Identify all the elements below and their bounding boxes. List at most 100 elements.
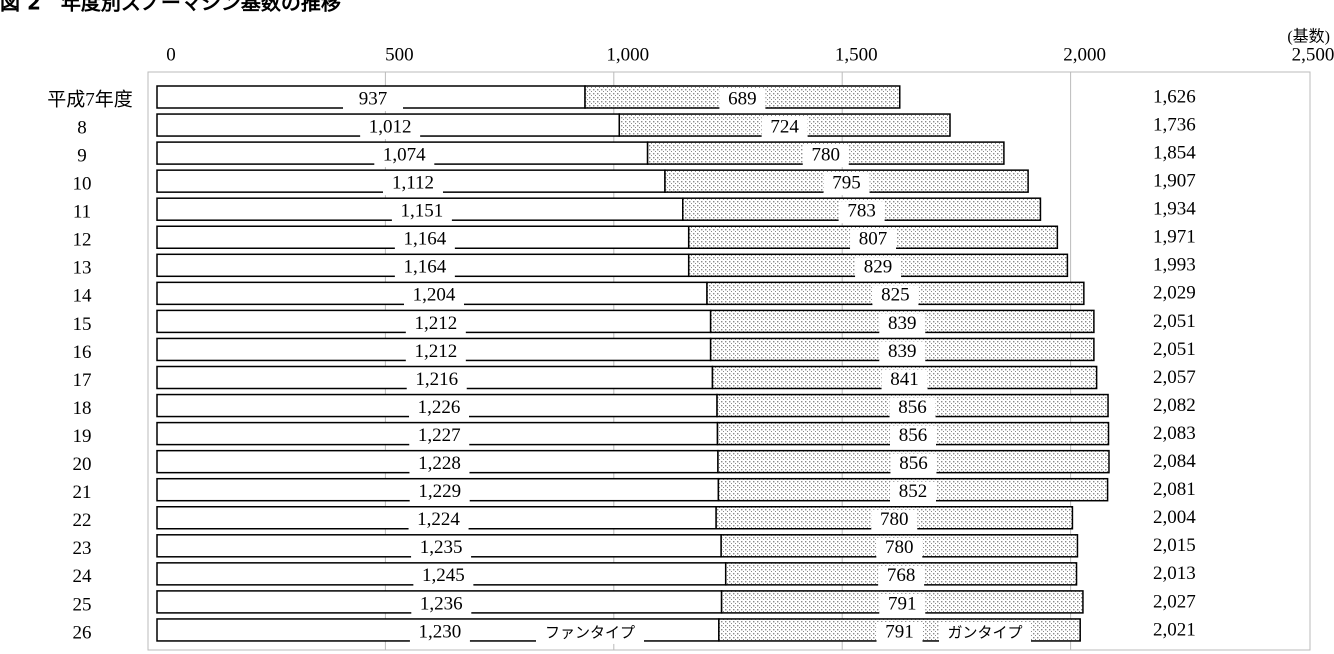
value-label: 829 [864, 257, 893, 278]
value-label: 1,236 [420, 593, 463, 614]
value-label: 1,229 [418, 481, 461, 502]
value-label-bg [881, 369, 928, 392]
total-label: 2,082 [1153, 395, 1196, 416]
value-label-bg [890, 453, 937, 476]
value-label-bg [409, 621, 470, 644]
value-label: 780 [885, 537, 914, 558]
value-label: 791 [888, 593, 917, 614]
y-tick-label: 17 [73, 370, 92, 391]
y-tick-label: 9 [77, 145, 87, 166]
value-label-bg [890, 481, 937, 504]
value-label-bg [394, 229, 455, 252]
value-label: 1,230 [419, 621, 462, 642]
x-tick-label: 2,500 [1292, 44, 1334, 65]
value-label: 839 [888, 313, 917, 334]
y-tick-label: 16 [73, 342, 92, 363]
value-label-bg [871, 509, 918, 532]
value-label: 791 [885, 621, 914, 642]
value-label-bg [889, 397, 936, 420]
y-tick-label: 13 [73, 258, 92, 279]
y-tick-label: 20 [73, 454, 92, 475]
total-label: 1,934 [1153, 199, 1196, 220]
value-label-bg [761, 117, 808, 140]
legend-label: ファンタイプ [545, 623, 635, 641]
value-label-bg [374, 145, 435, 168]
value-label: 856 [899, 453, 928, 474]
value-label-bg [408, 509, 469, 532]
total-label: 2,029 [1153, 283, 1196, 304]
value-label: 1,012 [369, 116, 412, 137]
y-tick-label: 11 [73, 202, 91, 223]
value-label-bg [411, 593, 472, 616]
value-label: 780 [880, 509, 909, 530]
y-tick-label: 24 [73, 566, 93, 587]
value-label-bg [391, 201, 452, 224]
value-label-bg [394, 257, 455, 280]
y-tick-label: 14 [73, 286, 93, 307]
x-tick-label: 1,500 [835, 44, 878, 65]
value-label-bg [872, 285, 919, 308]
value-label-bg [409, 425, 470, 448]
y-tick-label: 23 [73, 538, 92, 559]
value-label-bg [876, 621, 923, 644]
value-label: 1,226 [418, 397, 461, 418]
value-label-bg [838, 201, 885, 224]
value-label-bg [855, 257, 902, 280]
value-label: 1,151 [401, 201, 444, 222]
value-label-bg [406, 369, 467, 392]
value-label: 1,216 [415, 369, 458, 390]
y-tick-label: 平成7年度 [47, 88, 133, 110]
total-label: 1,626 [1153, 86, 1196, 107]
value-label: 1,164 [403, 229, 446, 250]
value-label: 1,212 [414, 341, 457, 362]
value-label: 1,224 [417, 509, 460, 530]
total-label: 1,907 [1153, 171, 1196, 192]
x-tick-label: 1,000 [606, 44, 649, 65]
value-label-bg [360, 117, 421, 140]
value-label-bg [876, 537, 923, 560]
total-label: 1,736 [1153, 114, 1196, 135]
value-label-bg [403, 285, 464, 308]
total-label: 2,081 [1153, 479, 1196, 500]
value-label: 839 [888, 341, 917, 362]
y-tick-label: 15 [73, 314, 92, 335]
total-label: 2,057 [1153, 367, 1196, 388]
value-label: 937 [359, 88, 388, 109]
value-label: 1,227 [418, 425, 461, 446]
value-label: 724 [770, 116, 799, 137]
value-label-bg [719, 89, 766, 111]
value-label: 1,228 [418, 453, 461, 474]
value-label: 1,235 [420, 537, 463, 558]
value-label-bg [823, 173, 870, 196]
y-tick-label: 10 [73, 174, 92, 195]
value-label: 783 [847, 201, 876, 222]
x-tick-label: 500 [385, 44, 414, 65]
plot-frame [147, 71, 1311, 651]
y-tick-label: 22 [73, 510, 92, 531]
total-label: 2,083 [1153, 423, 1196, 444]
value-label-bg [890, 425, 937, 448]
value-label: 1,164 [403, 257, 446, 278]
value-label: 856 [899, 425, 928, 446]
y-tick-label: 21 [73, 482, 92, 503]
legend-label-bg [939, 621, 1031, 644]
value-label: 689 [728, 88, 757, 109]
total-label: 2,004 [1153, 507, 1196, 528]
x-tick-label: 2,000 [1063, 44, 1106, 65]
total-label: 2,051 [1153, 311, 1196, 332]
value-label: 807 [859, 229, 888, 250]
value-label: 1,245 [422, 565, 465, 586]
unit-label: (基数) [1287, 28, 1330, 46]
value-label-bg [879, 341, 926, 364]
total-label: 2,084 [1153, 451, 1196, 472]
y-tick-label: 12 [73, 230, 92, 251]
value-label-bg [343, 89, 404, 111]
value-label: 795 [832, 173, 861, 194]
value-label-bg [878, 565, 925, 588]
total-label: 2,013 [1153, 563, 1196, 584]
value-label-bg [850, 229, 897, 252]
value-label-bg [409, 481, 470, 504]
total-label: 2,051 [1153, 339, 1196, 360]
value-label-bg [411, 537, 472, 560]
total-label: 1,971 [1153, 227, 1196, 248]
